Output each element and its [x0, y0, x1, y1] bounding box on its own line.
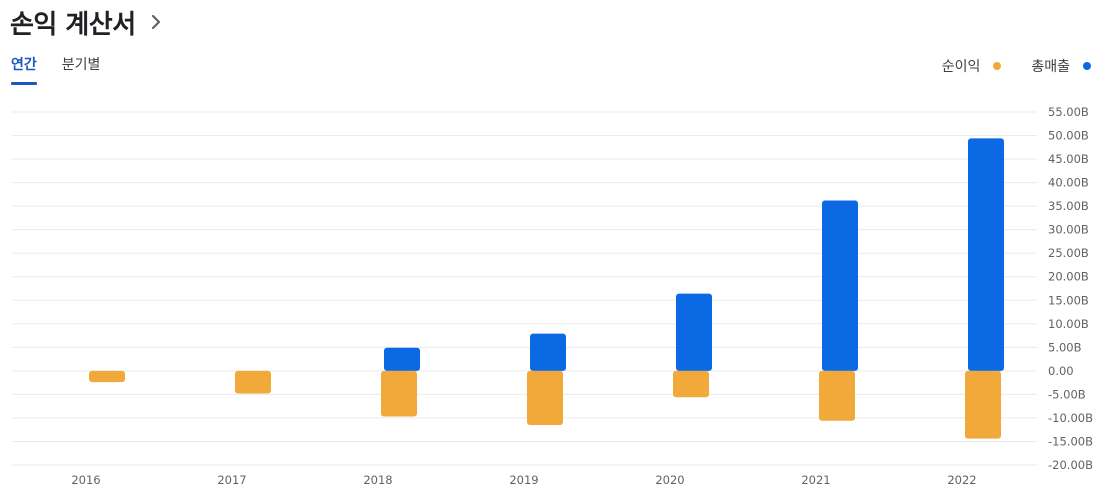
x-tick-label: 2019: [509, 473, 538, 487]
x-tick-label: 2022: [947, 473, 976, 487]
page-title: 손익 계산서: [10, 9, 136, 40]
y-tick-label: 40.00B: [1048, 176, 1089, 190]
y-tick-label: 45.00B: [1048, 152, 1089, 166]
y-tick-label: 15.00B: [1048, 293, 1089, 307]
legend-dot-icon: [993, 62, 1002, 70]
y-tick-label: 10.00B: [1048, 317, 1089, 331]
y-tick-label: -20.00B: [1048, 458, 1093, 472]
x-tick-label: 2021: [801, 473, 830, 487]
tab-quarterly[interactable]: 분기별: [61, 57, 101, 73]
y-tick-label: 30.00B: [1048, 223, 1089, 237]
x-tick-label: 2020: [655, 473, 684, 487]
x-tick-label: 2018: [363, 473, 392, 487]
y-tick-label: -15.00B: [1048, 434, 1093, 448]
bar-net-income: [965, 370, 1001, 439]
legend-item-net-income[interactable]: 순이익: [942, 56, 1002, 76]
legend-label-revenue: 총매출: [1031, 59, 1070, 75]
y-tick-label: 55.00B: [1048, 105, 1089, 119]
x-tick-label: 2016: [71, 473, 100, 487]
y-tick-label: 0.00: [1048, 364, 1074, 378]
bar-net-income: [235, 370, 271, 394]
chart-legend: 순이익 총매출: [912, 56, 1091, 76]
y-tick-label: 50.00B: [1048, 129, 1089, 143]
x-tick-label: 2017: [217, 473, 246, 487]
bar-revenue: [968, 138, 1004, 371]
legend-item-revenue[interactable]: 총매출: [1031, 56, 1091, 76]
y-tick-label: 5.00B: [1048, 340, 1082, 354]
chevron-right-icon[interactable]: [148, 10, 166, 34]
y-tick-label: -10.00B: [1048, 411, 1093, 425]
period-tabs: 연간 분기별: [11, 54, 125, 86]
tab-annual[interactable]: 연간: [11, 54, 37, 86]
bar-net-income: [673, 370, 709, 398]
legend-label-net-income: 순이익: [941, 59, 981, 75]
bar-revenue: [530, 333, 566, 371]
bar-net-income: [527, 370, 563, 425]
bar-revenue: [384, 347, 420, 371]
y-tick-label: 35.00B: [1048, 199, 1089, 213]
y-tick-label: 20.00B: [1048, 270, 1089, 284]
y-tick-label: -5.00B: [1048, 387, 1086, 401]
bar-net-income: [819, 370, 855, 421]
bar-net-income: [89, 370, 125, 383]
bar-revenue: [676, 293, 712, 371]
legend-dot-icon: [1083, 62, 1091, 70]
y-tick-label: 25.00B: [1048, 246, 1089, 260]
bar-revenue: [822, 200, 858, 371]
section-header: 손익 계산서: [10, 4, 166, 40]
bar-net-income: [381, 370, 417, 417]
